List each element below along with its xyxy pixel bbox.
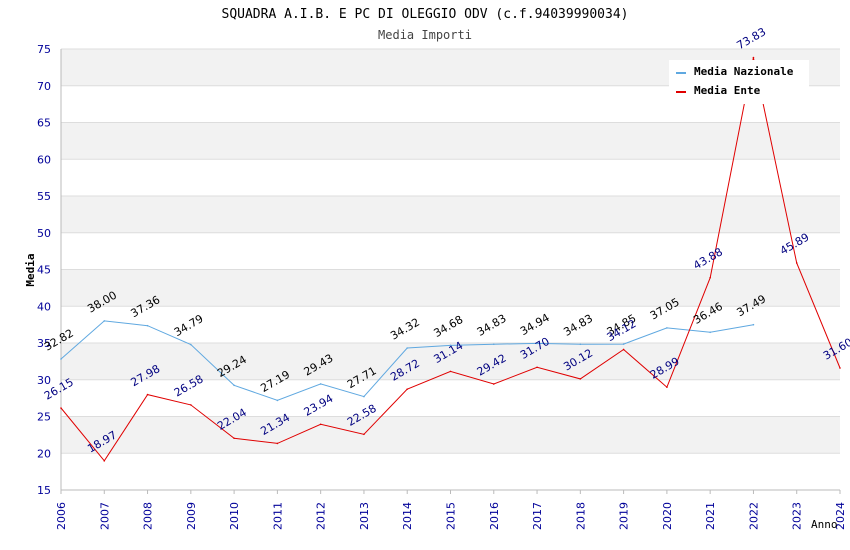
x-tick-label: 2007 [98,502,111,530]
data-point [795,262,798,264]
data-point [233,384,235,387]
chart-subtitle: Media Importi [378,28,472,42]
data-label: 73.83 [734,25,768,52]
data-point [146,324,149,327]
y-tick-label: 50 [37,227,51,240]
data-point [276,442,279,445]
y-tick-label: 65 [37,117,51,130]
data-point [622,348,625,351]
data-point [233,437,235,440]
x-tick-label: 2020 [661,502,674,530]
y-tick-label: 45 [37,264,51,277]
x-tick-label: 2019 [618,502,631,530]
axes [60,49,841,494]
data-point [449,344,452,347]
data-point [319,383,322,385]
data-point [579,343,582,346]
y-tick-labels: 15 20 25 30 35 40 45 50 55 60 65 70 75 [37,43,51,497]
x-tick-label: 2015 [445,502,458,530]
data-point [406,347,409,349]
y-tick-label: 15 [37,484,51,497]
data-point [103,460,106,462]
y-tick-label: 40 [37,300,51,313]
data-point [666,327,668,329]
y-axis-label: Media [24,253,37,286]
data-point [709,331,711,334]
x-tick-label: 2011 [271,502,284,530]
data-point [190,404,192,406]
x-tick-label: 2017 [531,502,544,530]
legend: Media Nazionale Media Ente [669,60,809,104]
y-tick-label: 30 [37,374,51,387]
data-point [709,276,711,279]
data-point [363,395,365,398]
data-point [319,423,322,426]
data-point [752,323,755,326]
data-point [536,366,538,369]
data-label: 34.32 [388,316,422,343]
data-point [536,342,538,345]
data-label: 34.83 [475,312,509,339]
plot-band [61,416,840,454]
data-point [579,378,582,380]
data-point [363,433,365,436]
data-label: 34.83 [561,312,595,339]
x-tick-label: 2013 [358,502,371,530]
data-label: 34.79 [172,312,206,339]
data-point [406,388,409,390]
data-point [622,343,625,345]
data-point [60,358,62,360]
chart-title: SQUADRA A.I.B. E PC DI OLEGGIO ODV (c.f.… [222,7,629,22]
x-tick-label: 2012 [315,502,328,530]
data-point [146,393,149,396]
x-tick-label: 2018 [574,502,587,530]
data-point [60,407,62,409]
x-tick-label: 2016 [488,502,501,530]
y-tick-label: 20 [37,447,51,460]
data-point [492,383,495,385]
legend-box [669,60,809,104]
data-point [666,386,668,388]
x-tick-label: 2008 [142,502,155,530]
data-point [103,320,106,322]
x-tick-label: 2023 [791,502,804,530]
x-tick-label: 2014 [401,502,414,530]
data-point [492,343,495,346]
plot-band [61,122,840,160]
x-tick-label: 2009 [185,502,198,530]
series-lines [60,56,841,462]
x-tick-label: 2010 [228,502,241,530]
data-label: 43.88 [691,245,725,272]
y-tick-label: 75 [37,43,51,56]
y-tick-label: 25 [37,411,51,424]
x-axis-label: Anno [811,518,838,531]
data-point [276,399,279,402]
x-tick-label: 2024 [834,502,847,530]
data-point [449,370,452,373]
legend-label-media-ente: Media Ente [694,84,761,97]
series-line-media-ente [60,57,841,462]
plot-band [61,196,840,233]
x-tick-label: 2021 [704,502,717,530]
data-label: 34.94 [518,311,552,338]
y-tick-label: 55 [37,190,51,203]
plot-band [61,269,840,307]
data-point [190,343,192,346]
x-tick-labels: 2006 2007 2008 2009 2010 2011 2012 2013 2014 2015… [55,502,847,530]
y-tick-label: 35 [37,337,51,350]
data-point [839,367,841,369]
data-label: 34.68 [432,313,466,340]
x-tick-label: 2006 [55,502,68,530]
y-tick-label: 60 [37,153,51,166]
y-tick-label: 70 [37,80,51,93]
legend-label-media-nazionale: Media Nazionale [694,65,794,78]
x-tick-label: 2022 [747,502,760,530]
data-label: 23.94 [302,392,336,419]
plot-band [61,343,840,380]
data-point [752,56,755,59]
